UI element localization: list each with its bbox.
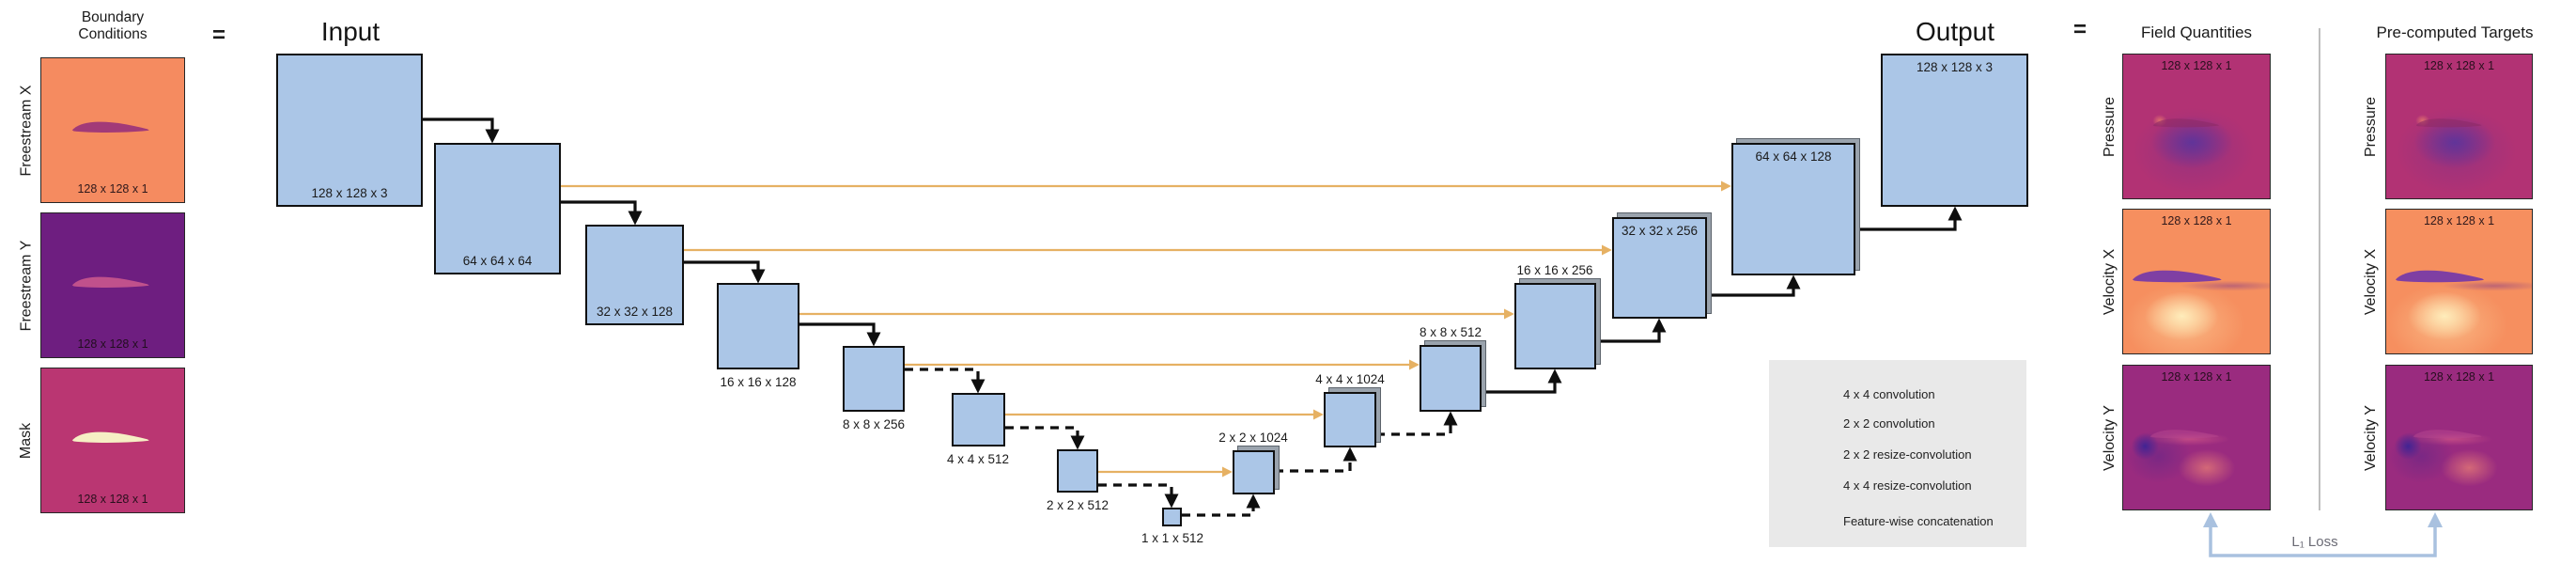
box-dims-label: 2 x 2 x 1024 bbox=[1218, 431, 1288, 445]
unet-box-4x4x512 bbox=[952, 393, 1005, 446]
field-velocity-y-panel: 128 x 128 x 1 bbox=[2122, 365, 2271, 510]
velocity-y-side-label: Velocity Y bbox=[2363, 404, 2379, 471]
legend-label-feature-wise-concatenation: Feature-wise concatenation bbox=[1843, 514, 1994, 528]
conv-2x2-arrows bbox=[905, 368, 1179, 509]
box-dims-label: 8 x 8 x 256 bbox=[842, 417, 906, 431]
resize-conv-4x4-arrows bbox=[1482, 206, 1963, 394]
box-dims-label: 64 x 64 x 128 bbox=[1755, 149, 1832, 164]
airfoil-icon bbox=[71, 431, 149, 443]
l1-loss-bracket bbox=[2203, 512, 2443, 557]
output-title: Output bbox=[1915, 17, 1995, 46]
unet-box-4x4x1024 bbox=[1324, 392, 1376, 447]
boundary-conditions-title: Boundary Conditions bbox=[78, 9, 147, 42]
conv-4x4-arrows bbox=[423, 118, 881, 347]
input-title: Input bbox=[320, 17, 380, 46]
column-divider bbox=[2319, 28, 2320, 510]
field-pressure-panel: 128 x 128 x 1 bbox=[2122, 54, 2271, 199]
target-velocity-y-panel: 128 x 128 x 1 bbox=[2385, 365, 2533, 510]
mask-side-label: Mask bbox=[18, 422, 35, 459]
legend-label-2x2-resize-convolution: 2 x 2 resize-convolution bbox=[1843, 447, 1972, 462]
panel-dims-label: 128 x 128 x 1 bbox=[77, 337, 148, 351]
legend bbox=[1769, 360, 2026, 547]
box-dims-label: 1 x 1 x 512 bbox=[1141, 531, 1204, 545]
velocity-x-side-label: Velocity X bbox=[2363, 248, 2380, 315]
box-dims-label: 128 x 128 x 3 bbox=[311, 186, 388, 200]
airfoil-icon bbox=[2415, 118, 2482, 128]
equals-sign-left: = bbox=[211, 23, 226, 48]
unet-box-32x32x128: 32 x 32 x 128 bbox=[585, 225, 684, 325]
resize-conv-2x2-arrows bbox=[1182, 411, 1458, 517]
legend-label-4x4-convolution: 4 x 4 convolution bbox=[1843, 387, 1935, 401]
box-dims-label: 32 x 32 x 256 bbox=[1621, 224, 1699, 238]
box-dims-label: 2 x 2 x 512 bbox=[1046, 498, 1110, 512]
freestream-x-panel: 128 x 128 x 1 bbox=[40, 57, 185, 203]
airfoil-icon bbox=[2413, 430, 2482, 439]
unet-box-16x16x256 bbox=[1514, 283, 1596, 369]
panel-dims-label: 128 x 128 x 1 bbox=[2423, 59, 2495, 72]
equals-sign-right: = bbox=[2072, 17, 2087, 42]
airfoil-icon bbox=[2133, 270, 2223, 282]
box-dims-label: 8 x 8 x 512 bbox=[1419, 325, 1482, 339]
l1-loss-label: L₁ Loss bbox=[2291, 534, 2338, 550]
box-dims-label: 16 x 16 x 256 bbox=[1516, 263, 1593, 277]
unet-box-8x8x512 bbox=[1420, 345, 1482, 412]
unet-box-16x16x128 bbox=[717, 283, 799, 369]
panel-dims-label: 128 x 128 x 1 bbox=[77, 182, 148, 196]
panel-dims-label: 128 x 128 x 1 bbox=[2423, 214, 2495, 227]
field-quantities-title: Field Quantities bbox=[2140, 24, 2253, 41]
airfoil-icon bbox=[2396, 270, 2485, 282]
pressure-side-label: Pressure bbox=[2363, 96, 2379, 157]
box-dims-label: 64 x 64 x 64 bbox=[462, 254, 533, 268]
unet-box-8x8x256 bbox=[843, 346, 905, 412]
freestream-y-side-label: Freestream Y bbox=[18, 240, 34, 331]
panel-dims-label: 128 x 128 x 1 bbox=[2161, 370, 2232, 384]
panel-dims-label: 128 x 128 x 1 bbox=[2161, 214, 2232, 227]
panel-dims-label: 128 x 128 x 1 bbox=[2161, 59, 2232, 72]
velocity-x-side-label: Velocity X bbox=[2102, 248, 2118, 315]
legend-label-4x4-resize-convolution: 4 x 4 resize-convolution bbox=[1843, 478, 1972, 493]
box-dims-label: 4 x 4 x 512 bbox=[946, 452, 1010, 466]
airfoil-icon bbox=[71, 276, 149, 288]
target-pressure-panel: 128 x 128 x 1 bbox=[2385, 54, 2533, 199]
loss-arrow-up-icon bbox=[2428, 512, 2443, 527]
loss-arrow-up-icon bbox=[2203, 512, 2218, 527]
panel-dims-label: 128 x 128 x 1 bbox=[2423, 370, 2495, 384]
box-dims-label: 4 x 4 x 1024 bbox=[1315, 372, 1385, 386]
unet-box-2x2x512 bbox=[1057, 449, 1098, 493]
unet-box-64x64x128: 64 x 64 x 128 bbox=[1731, 143, 1855, 275]
mask-panel: 128 x 128 x 1 bbox=[40, 368, 185, 513]
airfoil-icon bbox=[2149, 430, 2220, 439]
unet-box-2x2x1024 bbox=[1233, 450, 1275, 494]
velocity-y-side-label: Velocity Y bbox=[2102, 404, 2118, 471]
unet-box-input-128x128x3: 128 x 128 x 3 bbox=[276, 54, 423, 207]
airfoil-icon bbox=[71, 121, 149, 133]
concatenation-lines bbox=[561, 180, 1731, 478]
pressure-side-label: Pressure bbox=[2102, 96, 2118, 157]
freestream-x-side-label: Freestream X bbox=[18, 85, 35, 176]
box-dims-label: 128 x 128 x 3 bbox=[1916, 60, 1994, 74]
legend-label-2x2-convolution: 2 x 2 convolution bbox=[1843, 416, 1935, 431]
freestream-y-panel: 128 x 128 x 1 bbox=[40, 212, 185, 358]
unet-box-32x32x256: 32 x 32 x 256 bbox=[1612, 217, 1707, 319]
box-dims-label: 16 x 16 x 128 bbox=[720, 375, 797, 389]
box-dims-label: 32 x 32 x 128 bbox=[596, 305, 674, 319]
panel-dims-label: 128 x 128 x 1 bbox=[77, 493, 148, 506]
field-velocity-x-panel: 128 x 128 x 1 bbox=[2122, 209, 2271, 354]
unet-box-bottleneck-1x1x512 bbox=[1162, 508, 1182, 526]
airfoil-icon bbox=[2152, 118, 2220, 128]
unet-box-64x64x64: 64 x 64 x 64 bbox=[434, 143, 561, 274]
target-velocity-x-panel: 128 x 128 x 1 bbox=[2385, 209, 2533, 354]
unet-box-output-128x128x3: 128 x 128 x 3 bbox=[1881, 54, 2028, 207]
pre-computed-targets-title: Pre-computed Targets bbox=[2376, 24, 2534, 41]
